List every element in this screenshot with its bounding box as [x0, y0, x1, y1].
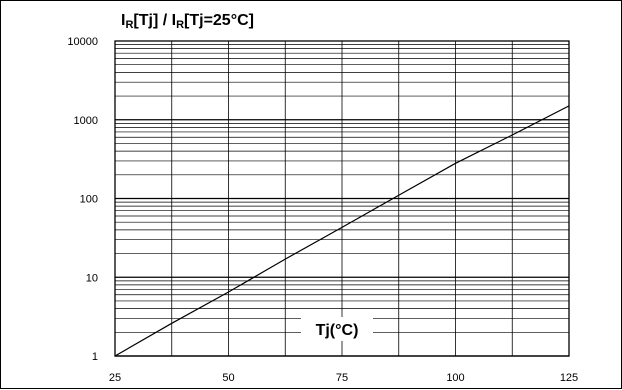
y-tick-label: 100	[80, 194, 98, 206]
series-line-0	[114, 105, 570, 357]
y-tick-label: 1000	[74, 115, 98, 127]
y-tick-label: 1	[92, 351, 98, 363]
y-tick-label: 10	[86, 272, 98, 284]
series-layer	[114, 105, 570, 357]
x-axis-label: Tj(°C)	[316, 322, 359, 339]
x-tick-label: 25	[109, 372, 121, 384]
grid-layer	[114, 40, 570, 357]
x-axis-label-group: Tj(°C)	[301, 317, 373, 341]
x-axis-label-background	[301, 317, 373, 341]
x-tick-label: 100	[446, 372, 464, 384]
x-tick-label: 50	[222, 372, 234, 384]
x-tick-label: 75	[336, 372, 348, 384]
chart-title-text: IR[Tj] / IR[Tj=25°C]	[121, 12, 254, 31]
y-tick-label: 10000	[67, 36, 98, 48]
x-tick-label: 125	[560, 372, 578, 384]
chart-title: IR[Tj] / IR[Tj=25°C]	[121, 12, 254, 31]
plot-area-border	[114, 40, 570, 357]
tick-labels: 25 50 75 100 125 1 10 100 1000 10000	[67, 36, 578, 384]
